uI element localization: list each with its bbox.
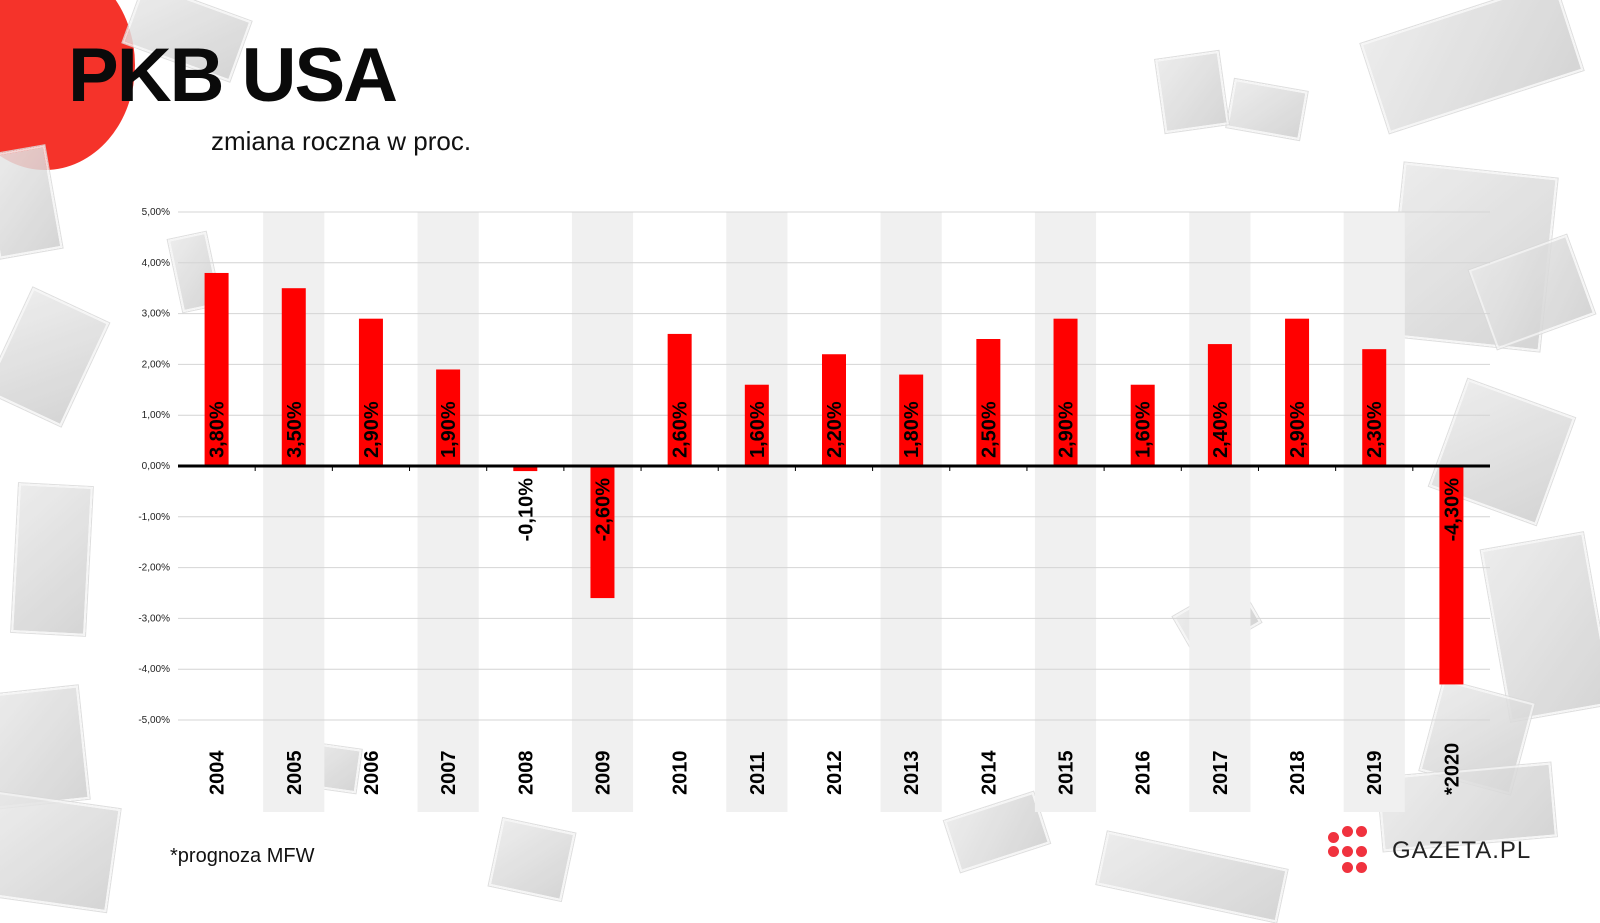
category-band [417, 212, 479, 812]
gridlines [178, 211, 1490, 721]
x-tick-label: 2017 [1210, 751, 1232, 796]
y-tick-label: 3,00% [142, 309, 170, 320]
data-label: 2,90% [1056, 401, 1078, 458]
bar [1207, 344, 1232, 466]
gazeta-logo: GAZETA.PL [1328, 826, 1531, 876]
data-labels: 3,80% 3,50% 2,90% 1,90% -0,10% -2,60% 2,60% 1,6… [207, 401, 1464, 541]
y-tick-label: -3,00% [138, 613, 170, 624]
page-subtitle: zmiana roczna w proc. [211, 126, 472, 156]
bars [204, 272, 1464, 685]
bar [899, 374, 924, 466]
bar [976, 339, 1001, 466]
x-tick-label: 2012 [824, 751, 846, 796]
y-tick-label: -4,00% [138, 664, 170, 675]
y-tick-label: 4,00% [142, 258, 170, 269]
bar [1439, 466, 1464, 685]
bar [281, 288, 306, 466]
x-axis-ticks: 2004 2005 2006 2007 2008 2009 2010 2011 2012 2013… [207, 743, 1464, 795]
bar [590, 466, 615, 599]
data-label: -2,60% [592, 478, 614, 542]
category-band [1034, 212, 1097, 812]
x-tick-label: 2019 [1364, 751, 1386, 796]
y-tick-label: 2,00% [142, 359, 170, 370]
x-tick-label: 2013 [901, 751, 923, 796]
zero-axis [178, 464, 1490, 471]
bar [1362, 349, 1387, 466]
x-tick-label: 2014 [978, 750, 1000, 795]
y-tick-label: 5,00% [142, 207, 170, 218]
data-label: 1,60% [1133, 401, 1155, 458]
data-label: 3,80% [207, 401, 229, 458]
x-tick-label: 2004 [207, 750, 229, 795]
data-label: 1,60% [747, 401, 769, 458]
bar [667, 333, 692, 466]
data-label: 2,50% [978, 401, 1000, 458]
page-title: PKB USA [68, 33, 398, 118]
x-tick-label: 2007 [438, 751, 460, 796]
data-label: 2,40% [1210, 401, 1232, 458]
bar [1285, 318, 1310, 466]
bar [513, 466, 538, 472]
data-label: 2,90% [1287, 401, 1309, 458]
gdp-bar-chart: 5,00% 4,00% 3,00% 2,00% 1,00% 0,00% -1,00% -2,0… [138, 207, 1490, 812]
data-label: 1,80% [901, 401, 923, 458]
y-tick-label: 1,00% [142, 410, 170, 421]
y-tick-label: -5,00% [138, 715, 170, 726]
x-tick-label: 2006 [361, 751, 383, 796]
bar [358, 318, 383, 466]
bar [436, 369, 461, 466]
category-band [1189, 212, 1251, 812]
data-label: -4,30% [1441, 478, 1463, 542]
data-label: 1,90% [438, 401, 460, 458]
bar [204, 272, 229, 466]
y-axis-ticks: 5,00% 4,00% 3,00% 2,00% 1,00% 0,00% -1,00% -2,0… [138, 207, 170, 726]
category-bands [263, 212, 1405, 812]
logo-dots-icon [1328, 826, 1378, 876]
data-label: 2,60% [670, 401, 692, 458]
footnote: *prognoza MFW [170, 845, 315, 867]
x-tick-label: 2009 [592, 751, 614, 796]
x-tick-label: 2016 [1133, 751, 1155, 796]
y-tick-label: -1,00% [138, 512, 170, 523]
x-tick-label: 2018 [1287, 751, 1309, 796]
logo-text: GAZETA.PL [1392, 837, 1532, 864]
data-label: 2,20% [824, 401, 846, 458]
data-label: 2,30% [1364, 401, 1386, 458]
x-tick-label: 2011 [747, 752, 769, 795]
category-band [726, 212, 788, 812]
x-tick-label: 2005 [284, 751, 306, 796]
data-label: 3,50% [284, 401, 306, 458]
bar [744, 384, 769, 466]
bar [1053, 318, 1078, 466]
x-tick-label: *2020 [1441, 743, 1463, 795]
x-tick-label: 2008 [515, 751, 537, 796]
category-band [880, 212, 942, 812]
y-tick-label: 0,00% [142, 461, 170, 472]
x-tick-label: 2010 [670, 751, 692, 796]
data-label: 2,90% [361, 401, 383, 458]
bar [1130, 384, 1155, 466]
y-tick-label: -2,00% [138, 563, 170, 574]
bar [822, 354, 846, 466]
x-tick-label: 2015 [1056, 751, 1078, 796]
category-band [1343, 212, 1405, 812]
data-label: -0,10% [515, 478, 537, 542]
